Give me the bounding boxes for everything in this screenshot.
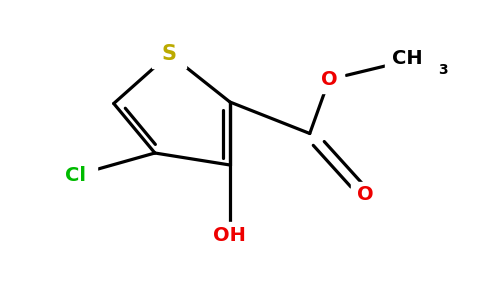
Text: CH: CH [392, 49, 423, 68]
Text: 3: 3 [438, 64, 448, 77]
Bar [385, 45, 448, 72]
Text: O: O [357, 185, 374, 205]
Bar [208, 222, 252, 249]
Text: Cl: Cl [64, 166, 86, 185]
Text: O: O [321, 70, 337, 89]
Text: S: S [162, 44, 177, 64]
Bar [351, 182, 380, 208]
Bar [53, 162, 97, 189]
Bar [315, 66, 344, 93]
Text: OH: OH [213, 226, 246, 245]
Bar [152, 40, 186, 68]
